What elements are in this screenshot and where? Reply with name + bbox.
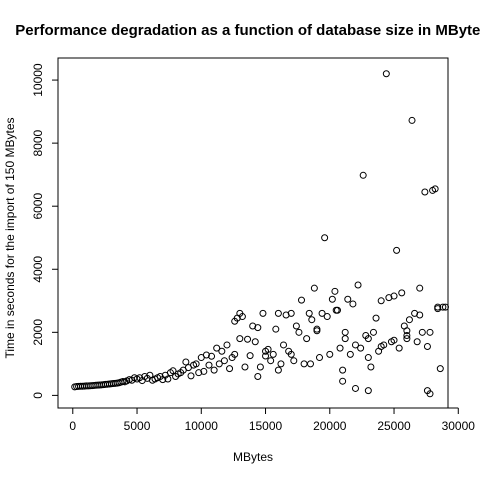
x-axis-label: MBytes — [233, 450, 273, 464]
data-point — [324, 314, 330, 320]
data-point — [383, 71, 389, 77]
data-point — [306, 310, 312, 316]
data-point — [332, 288, 338, 294]
data-point — [224, 342, 230, 348]
data-point — [370, 329, 376, 335]
data-point — [188, 373, 194, 379]
data-point — [342, 329, 348, 335]
y-tick-label: 6000 — [31, 193, 45, 220]
data-point — [409, 117, 415, 123]
data-point — [345, 296, 351, 302]
data-point — [340, 367, 346, 373]
data-point — [237, 336, 243, 342]
data-point — [368, 364, 374, 370]
data-point — [365, 355, 371, 361]
data-point — [322, 235, 328, 241]
data-point — [291, 358, 297, 364]
data-point — [257, 364, 263, 370]
data-point — [299, 297, 305, 303]
data-point — [417, 285, 423, 291]
data-point — [260, 310, 266, 316]
data-point — [340, 378, 346, 384]
data-point — [360, 172, 366, 178]
data-point — [227, 366, 233, 372]
y-tick-label: 2000 — [31, 319, 45, 346]
data-point — [252, 339, 258, 345]
data-point — [414, 339, 420, 345]
x-tick-label: 5000 — [124, 419, 151, 433]
y-tick-label: 10000 — [31, 63, 45, 97]
data-point — [311, 285, 317, 291]
data-point — [242, 364, 248, 370]
x-tick-label: 20000 — [313, 419, 347, 433]
x-tick-label: 10000 — [185, 419, 219, 433]
data-point — [373, 315, 379, 321]
chart-title: Performance degradation as a function of… — [15, 22, 480, 39]
data-point — [399, 290, 405, 296]
x-tick-label: 0 — [69, 419, 76, 433]
data-point — [317, 355, 323, 361]
data-point — [329, 296, 335, 302]
data-point — [247, 353, 253, 359]
data-point — [308, 361, 314, 367]
data-point — [355, 282, 361, 288]
data-point — [365, 388, 371, 394]
data-point — [394, 247, 400, 253]
data-point — [281, 342, 287, 348]
data-point — [424, 344, 430, 350]
data-point — [337, 345, 343, 351]
data-point — [296, 329, 302, 335]
data-point — [293, 323, 299, 329]
data-point — [358, 345, 364, 351]
data-point — [206, 362, 212, 368]
data-point — [183, 359, 189, 365]
data-point — [437, 366, 443, 372]
data-point — [427, 329, 433, 335]
data-point — [273, 326, 279, 332]
data-point — [419, 329, 425, 335]
data-point — [350, 301, 356, 307]
data-point — [245, 336, 251, 342]
data-point — [275, 367, 281, 373]
data-point — [275, 310, 281, 316]
y-tick-label: 0 — [31, 392, 45, 399]
x-tick-label: 15000 — [249, 419, 283, 433]
data-point — [301, 361, 307, 367]
data-point — [422, 189, 428, 195]
data-point — [396, 345, 402, 351]
data-point — [309, 317, 315, 323]
data-point — [211, 367, 217, 373]
y-axis: 0 2000 4000 6000 8000 10000 — [31, 63, 58, 399]
x-axis: 0 5000 10000 15000 20000 25000 30000 — [69, 408, 475, 433]
data-point — [378, 298, 384, 304]
data-point — [406, 317, 412, 323]
data-point — [342, 336, 348, 342]
x-tick-label: 25000 — [377, 419, 411, 433]
data-point — [221, 358, 227, 364]
y-tick-label: 8000 — [31, 129, 45, 156]
data-point — [268, 358, 274, 364]
data-point — [304, 336, 310, 342]
data-point — [347, 351, 353, 357]
data-point — [327, 351, 333, 357]
data-point — [270, 351, 276, 357]
data-point — [219, 348, 225, 354]
data-point — [255, 373, 261, 379]
data-point — [352, 385, 358, 391]
data-points-group — [72, 71, 449, 397]
x-tick-label: 30000 — [442, 419, 476, 433]
data-point — [278, 361, 284, 367]
y-axis-label: Time in seconds for the import of 150 MB… — [3, 118, 17, 359]
y-tick-label: 4000 — [31, 256, 45, 283]
